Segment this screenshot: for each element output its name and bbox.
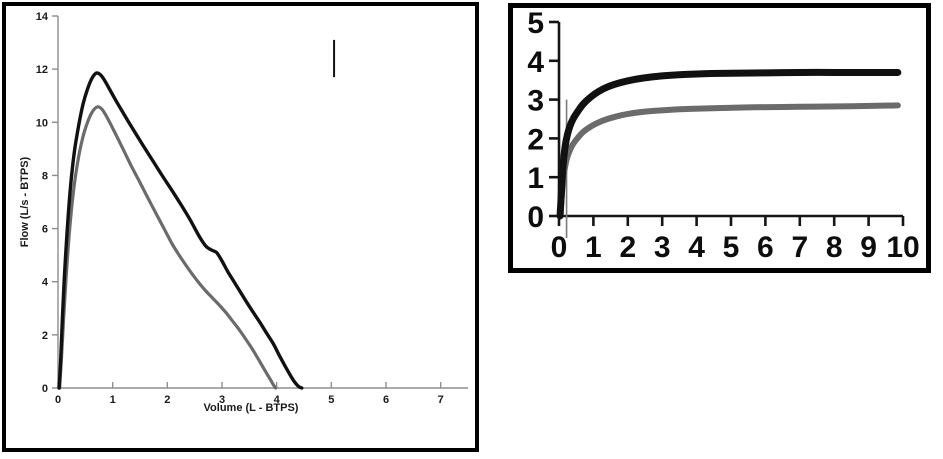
- x-tick-label: 4: [688, 231, 705, 264]
- x-tick-label: 0: [55, 394, 61, 406]
- x-tick-label: 8: [826, 231, 843, 264]
- x-tick-label: 7: [791, 231, 808, 264]
- y-axis-title: Flow (L/s - BTPS): [19, 156, 31, 247]
- x-tick-label: 3: [654, 231, 671, 264]
- gray-curve-path: [58, 105, 278, 390]
- y-tick-label: 12: [36, 64, 48, 76]
- x-axis-ticks: 0 1 2 3 4 5 6 7 8 9 10: [551, 216, 920, 264]
- y-tick-label: 5: [527, 8, 544, 40]
- black-curve-path: [556, 68, 902, 220]
- x-tick-label: 5: [328, 394, 334, 406]
- y-tick-label: 4: [42, 277, 49, 289]
- y-tick-label: 0: [527, 201, 544, 234]
- x-tick-label: 5: [723, 231, 740, 264]
- y-axis-ticks: 0 2 4 6 8 10 12 14: [36, 11, 58, 395]
- left-chart-axes: [57, 16, 468, 389]
- y-tick-label: 10: [36, 117, 48, 129]
- y-tick-label: 8: [42, 170, 48, 182]
- y-tick-label: 2: [527, 123, 544, 156]
- x-tick-label: 4: [274, 394, 281, 406]
- x-tick-label: 1: [110, 394, 116, 406]
- x-tick-label: 1: [585, 231, 602, 264]
- x-axis-title: Volume (L - BTPS): [204, 402, 299, 414]
- x-tick-label: 7: [438, 394, 444, 406]
- x-tick-label: 0: [551, 231, 568, 264]
- y-tick-label: 6: [42, 224, 48, 236]
- x-tick-label: 2: [164, 394, 170, 406]
- y-tick-label: 3: [527, 85, 544, 118]
- x-tick-label: 6: [383, 394, 389, 406]
- x-tick-label: 10: [886, 231, 919, 264]
- y-tick-label: 14: [36, 11, 49, 23]
- x-tick-label: 2: [619, 231, 636, 264]
- y-tick-label: 2: [42, 330, 48, 342]
- y-tick-label: 1: [527, 162, 544, 195]
- y-tick-label: 0: [42, 383, 48, 395]
- x-tick-label: 6: [757, 231, 774, 264]
- x-tick-label: 3: [219, 394, 225, 406]
- black-curve-path: [57, 71, 304, 390]
- y-tick-label: 4: [527, 46, 544, 79]
- y-axis-ticks: 0 1 2 3 4 5: [527, 8, 559, 234]
- gray-curve-path: [557, 102, 901, 219]
- x-tick-label: 9: [860, 231, 877, 264]
